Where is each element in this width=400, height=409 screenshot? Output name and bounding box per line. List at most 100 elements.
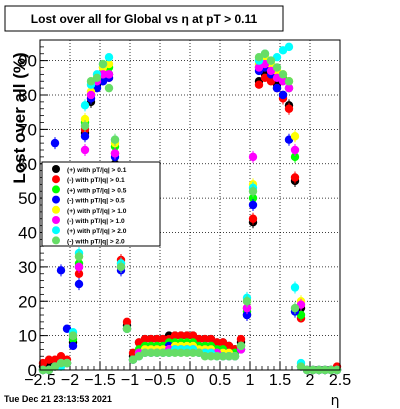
data-point: [218, 352, 228, 361]
x-tick-label: 0: [186, 372, 195, 389]
data-point: [140, 334, 150, 344]
x-axis-label: η: [331, 393, 340, 409]
data-point: [278, 90, 288, 100]
data-point: [260, 49, 270, 58]
legend-marker: [52, 205, 60, 214]
data-point: [98, 59, 108, 69]
legend-marker: [52, 195, 60, 204]
y-tick-label: 60: [18, 155, 37, 174]
y-tick-label: 90: [18, 52, 37, 71]
legend: (+) with pT/|q| > 0.1 (-) with pT/|q| > 0…: [41, 161, 161, 247]
data-point: [80, 114, 90, 124]
data-point: [110, 135, 120, 144]
data-point: [104, 52, 114, 62]
data-point: [200, 334, 210, 344]
x-tick-label: 2.5: [329, 372, 351, 389]
y-tick-label: 30: [18, 258, 37, 277]
data-point: [278, 70, 288, 79]
legend-label: (-) with pT/|q| > 2.0: [67, 238, 125, 245]
legend-marker: [52, 236, 60, 245]
data-point: [230, 352, 240, 361]
legend-label: (+) with pT/|q| > 0.5: [67, 187, 127, 194]
data-point: [164, 348, 174, 358]
data-point: [224, 352, 234, 361]
legend-marker: [52, 165, 60, 173]
data-point: [212, 352, 222, 361]
data-point: [80, 145, 90, 155]
y-tick-label: 40: [18, 224, 37, 243]
data-point: [200, 352, 210, 361]
data-point: [284, 104, 294, 113]
data-point: [290, 283, 300, 292]
legend-label: (-) with pT/|q| > 1.0: [67, 218, 125, 225]
data-point: [242, 303, 252, 313]
legend-marker: [52, 216, 60, 224]
data-point: [236, 334, 246, 344]
series-8: [38, 49, 342, 375]
data-point: [80, 101, 90, 110]
data-point: [110, 149, 120, 158]
data-point: [104, 59, 114, 69]
y-axis-label: Lost over all (%): [10, 52, 29, 183]
data-point: [170, 348, 180, 358]
legend-marker: [52, 185, 60, 194]
data-point: [182, 331, 192, 340]
legend-label: (+) with pT/|q| > 2.0: [67, 228, 127, 235]
data-point: [284, 42, 294, 52]
data-point: [290, 145, 300, 155]
data-point: [74, 252, 84, 261]
data-point: [248, 187, 258, 196]
x-tick-label: −1: [121, 372, 139, 389]
data-point: [176, 331, 186, 340]
timestamp: Tue Dec 21 23:13:53 2021: [4, 394, 112, 404]
data-point: [290, 173, 300, 182]
data-point: [236, 341, 246, 351]
data-point: [74, 262, 84, 272]
data-point: [248, 214, 258, 223]
legend-label: (-) with pT/|q| > 0.5: [67, 198, 125, 205]
data-point: [80, 121, 90, 131]
plot-frame: [39, 39, 341, 371]
data-point: [68, 341, 78, 351]
data-point: [104, 70, 114, 79]
x-tick-label: −1.5: [84, 372, 116, 389]
legend-label: (+) with pT/|q| > 1.0: [67, 208, 127, 215]
title-box: [4, 5, 284, 32]
x-tick-label: −2: [61, 372, 79, 389]
data-point: [80, 132, 90, 141]
data-point: [170, 331, 180, 340]
data-point: [56, 266, 66, 275]
data-point: [74, 269, 84, 278]
data-point: [188, 348, 198, 358]
x-tick-label: −2.5: [24, 372, 56, 389]
data-point: [44, 355, 54, 364]
data-point: [290, 152, 300, 162]
data-point: [140, 348, 150, 358]
data-point: [158, 348, 168, 358]
data-point: [104, 83, 114, 93]
data-point: [272, 63, 282, 72]
data-point: [116, 262, 126, 272]
data-point: [152, 348, 162, 358]
data-point: [254, 80, 264, 89]
data-point: [284, 83, 294, 93]
y-tick-label: 50: [18, 189, 37, 208]
data-point: [146, 334, 156, 344]
x-tick-label: 1.5: [269, 372, 291, 389]
y-tick-label: 70: [18, 120, 37, 139]
x-tick-labels: −2.5 −2 −1.5 −1 −0.5 0 0.5 1 1.5 2 2.5: [24, 372, 351, 389]
data-point: [266, 56, 276, 65]
data-point: [50, 138, 60, 148]
data-point: [56, 358, 66, 368]
data-point: [272, 83, 282, 93]
data-point: [248, 193, 258, 203]
legend-box: [41, 161, 161, 247]
data-point: [68, 331, 78, 340]
data-point: [242, 310, 252, 320]
data-point: [146, 348, 156, 358]
data-points: [38, 42, 342, 375]
data-point: [62, 358, 72, 368]
y-tick-label: 80: [18, 86, 37, 105]
x-tick-label: 1: [246, 372, 255, 389]
